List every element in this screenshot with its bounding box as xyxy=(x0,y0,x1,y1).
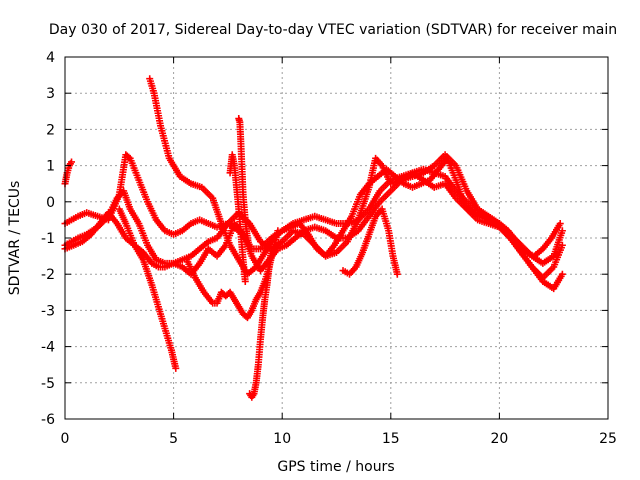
series-track-5 xyxy=(115,205,180,372)
series-track-9 xyxy=(246,245,275,401)
y-tick-label: -6 xyxy=(41,412,55,428)
x-tick-label: 0 xyxy=(61,431,70,447)
data-point xyxy=(125,153,133,161)
data-point xyxy=(68,158,76,166)
y-tick-label: -4 xyxy=(41,340,55,356)
y-tick-label: -5 xyxy=(41,376,55,392)
x-tick-label: 20 xyxy=(490,431,508,447)
x-tick-label: 5 xyxy=(169,431,178,447)
data-point xyxy=(558,241,566,249)
data-point xyxy=(556,220,564,228)
y-tick-label: -1 xyxy=(41,231,55,247)
y-tick-label: 4 xyxy=(46,50,55,66)
x-tick-label: 25 xyxy=(599,431,617,447)
data-point xyxy=(393,270,401,278)
data-series xyxy=(61,75,566,401)
y-tick-label: -2 xyxy=(41,267,55,283)
data-point xyxy=(246,245,254,253)
x-tick-label: 10 xyxy=(273,431,291,447)
y-tick-label: 1 xyxy=(46,159,55,175)
series-track-11 xyxy=(339,205,401,278)
y-tick-label: -3 xyxy=(41,303,55,319)
data-point xyxy=(267,245,275,253)
data-point xyxy=(241,277,249,285)
data-point xyxy=(558,227,566,235)
y-tick-label: 0 xyxy=(46,195,55,211)
data-point xyxy=(558,270,566,278)
series-track-4 xyxy=(146,75,564,278)
series-track-8 xyxy=(235,115,254,253)
data-point xyxy=(274,227,282,235)
y-tick-label: 3 xyxy=(46,86,55,102)
series-track-10 xyxy=(61,158,76,188)
x-axis-label: GPS time / hours xyxy=(277,459,394,475)
y-axis-label: SDTVAR / TECUs xyxy=(7,181,23,296)
x-tick-label: 15 xyxy=(382,431,400,447)
y-tick-label: 2 xyxy=(46,122,55,138)
data-point xyxy=(172,364,180,372)
chart-title: Day 030 of 2017, Sidereal Day-to-day VTE… xyxy=(49,22,617,38)
